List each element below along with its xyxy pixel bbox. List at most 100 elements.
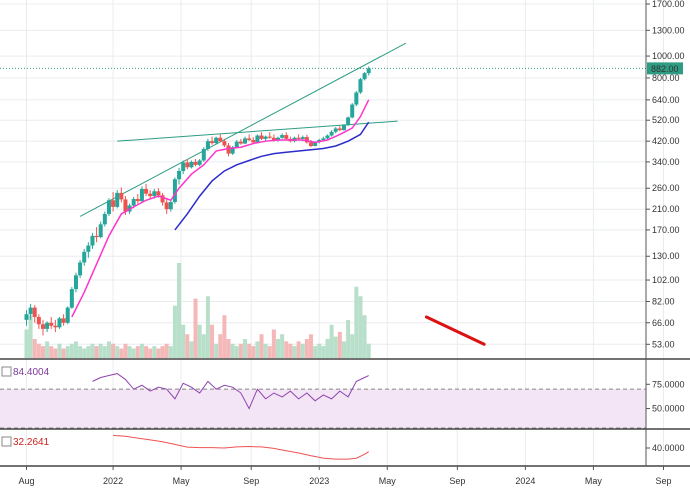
volume-bar bbox=[102, 346, 107, 358]
candle-body bbox=[214, 137, 219, 144]
candle-body bbox=[230, 147, 235, 154]
candle-body bbox=[111, 200, 116, 207]
volume-bar bbox=[230, 343, 235, 358]
candle-body bbox=[148, 193, 153, 197]
volume-bar bbox=[189, 341, 194, 358]
candle-body bbox=[177, 170, 182, 180]
candle-body bbox=[362, 73, 367, 80]
candle-body bbox=[36, 316, 41, 325]
candle-body bbox=[172, 179, 177, 202]
price-tick-label: 170.00 bbox=[652, 225, 680, 235]
candle-body bbox=[201, 148, 206, 161]
rsi-tick-label: 75.0000 bbox=[652, 379, 685, 389]
volume-bar bbox=[317, 343, 322, 358]
volume-bar bbox=[201, 334, 206, 358]
candle-body bbox=[263, 136, 268, 139]
moving-averages bbox=[71, 99, 370, 318]
volume-bar bbox=[127, 346, 132, 358]
time-tick-label: May bbox=[585, 476, 603, 486]
volume-bar bbox=[172, 305, 177, 358]
trendline bbox=[79, 42, 407, 217]
candle-body bbox=[346, 117, 351, 126]
volume-bar bbox=[255, 341, 260, 358]
candle-body bbox=[98, 224, 103, 238]
volume-bar bbox=[329, 324, 334, 358]
volume-bar bbox=[346, 320, 351, 358]
time-axis[interactable]: Aug 2022 May Sep 2023 May Sep 2024 May Sep bbox=[18, 466, 672, 486]
volume-bar bbox=[210, 324, 215, 358]
candle-body bbox=[160, 195, 165, 203]
candle-body bbox=[115, 192, 120, 207]
volume-bar bbox=[358, 296, 363, 358]
candle-body bbox=[78, 262, 83, 276]
price-tick-label: 640.00 bbox=[652, 95, 680, 105]
candle-body bbox=[329, 131, 334, 136]
volume-bar bbox=[300, 343, 305, 358]
volume-bar bbox=[341, 341, 346, 358]
volume-bar bbox=[333, 336, 338, 358]
indicator-line bbox=[113, 434, 369, 460]
time-tick-label: May bbox=[173, 476, 191, 486]
candle-body bbox=[222, 141, 227, 146]
volume-bar bbox=[28, 315, 33, 358]
volume-bar bbox=[366, 343, 371, 358]
volume-bar bbox=[181, 324, 186, 358]
volume-bar bbox=[185, 334, 190, 358]
candle-body bbox=[24, 314, 29, 320]
price-axis[interactable]: 1700.00 1300.00 1000.00 800.00 640.00 520.00 4… bbox=[646, 0, 685, 453]
candle-body bbox=[255, 135, 260, 143]
indicator-settings-icon bbox=[1, 436, 12, 447]
volume-bar bbox=[82, 348, 87, 358]
volume-bar bbox=[148, 348, 153, 358]
candle-body bbox=[304, 137, 309, 143]
candle-body bbox=[259, 135, 264, 139]
candle-body bbox=[135, 198, 140, 202]
volume-bar bbox=[292, 346, 297, 358]
time-tick-label: 2024 bbox=[515, 476, 535, 486]
candle-body bbox=[308, 142, 313, 146]
candle-body bbox=[119, 192, 124, 200]
candle-body bbox=[271, 137, 276, 141]
rsi-settings-icon bbox=[1, 366, 12, 377]
volume-bar bbox=[238, 343, 243, 358]
volume-bar bbox=[24, 329, 29, 358]
time-tick-label: Aug bbox=[18, 476, 34, 486]
candle-body bbox=[238, 141, 243, 144]
trendline bbox=[117, 120, 398, 142]
volume-bar bbox=[49, 346, 54, 358]
candle-body bbox=[106, 200, 111, 214]
volume-bar bbox=[65, 346, 70, 358]
volume-bar bbox=[144, 346, 149, 358]
volume-bar bbox=[267, 346, 272, 358]
last-price-badge bbox=[647, 62, 683, 75]
volume-bar bbox=[243, 339, 248, 358]
indicator-labels: 84.4004 32.2641 bbox=[1, 366, 50, 448]
price-tick-label: 260.00 bbox=[652, 183, 680, 193]
candle-body bbox=[45, 322, 50, 329]
volume-bar bbox=[296, 341, 301, 358]
volume-bar bbox=[354, 286, 359, 358]
volume-bar bbox=[36, 343, 41, 358]
volume-bar bbox=[304, 339, 309, 358]
volume-bar bbox=[214, 343, 219, 358]
rsi-value-label: 84.4004 bbox=[13, 367, 50, 378]
volume-bars bbox=[24, 263, 371, 358]
volume-bar bbox=[362, 315, 367, 358]
volume-bar bbox=[259, 334, 264, 358]
candle-body bbox=[57, 318, 62, 328]
candle-body bbox=[61, 318, 66, 323]
price-tick-label: 102.00 bbox=[652, 275, 680, 285]
volume-bar bbox=[98, 343, 103, 358]
volume-bar bbox=[53, 348, 58, 358]
time-tick-label: Sep bbox=[243, 476, 259, 486]
candle-body bbox=[197, 160, 202, 165]
time-tick-label: Sep bbox=[449, 476, 465, 486]
volume-bar bbox=[321, 346, 326, 358]
candle-body bbox=[234, 141, 239, 148]
candle-body bbox=[354, 92, 359, 105]
candle-body bbox=[280, 135, 285, 138]
time-tick-label: May bbox=[379, 476, 397, 486]
time-tick-label: 2022 bbox=[103, 476, 123, 486]
